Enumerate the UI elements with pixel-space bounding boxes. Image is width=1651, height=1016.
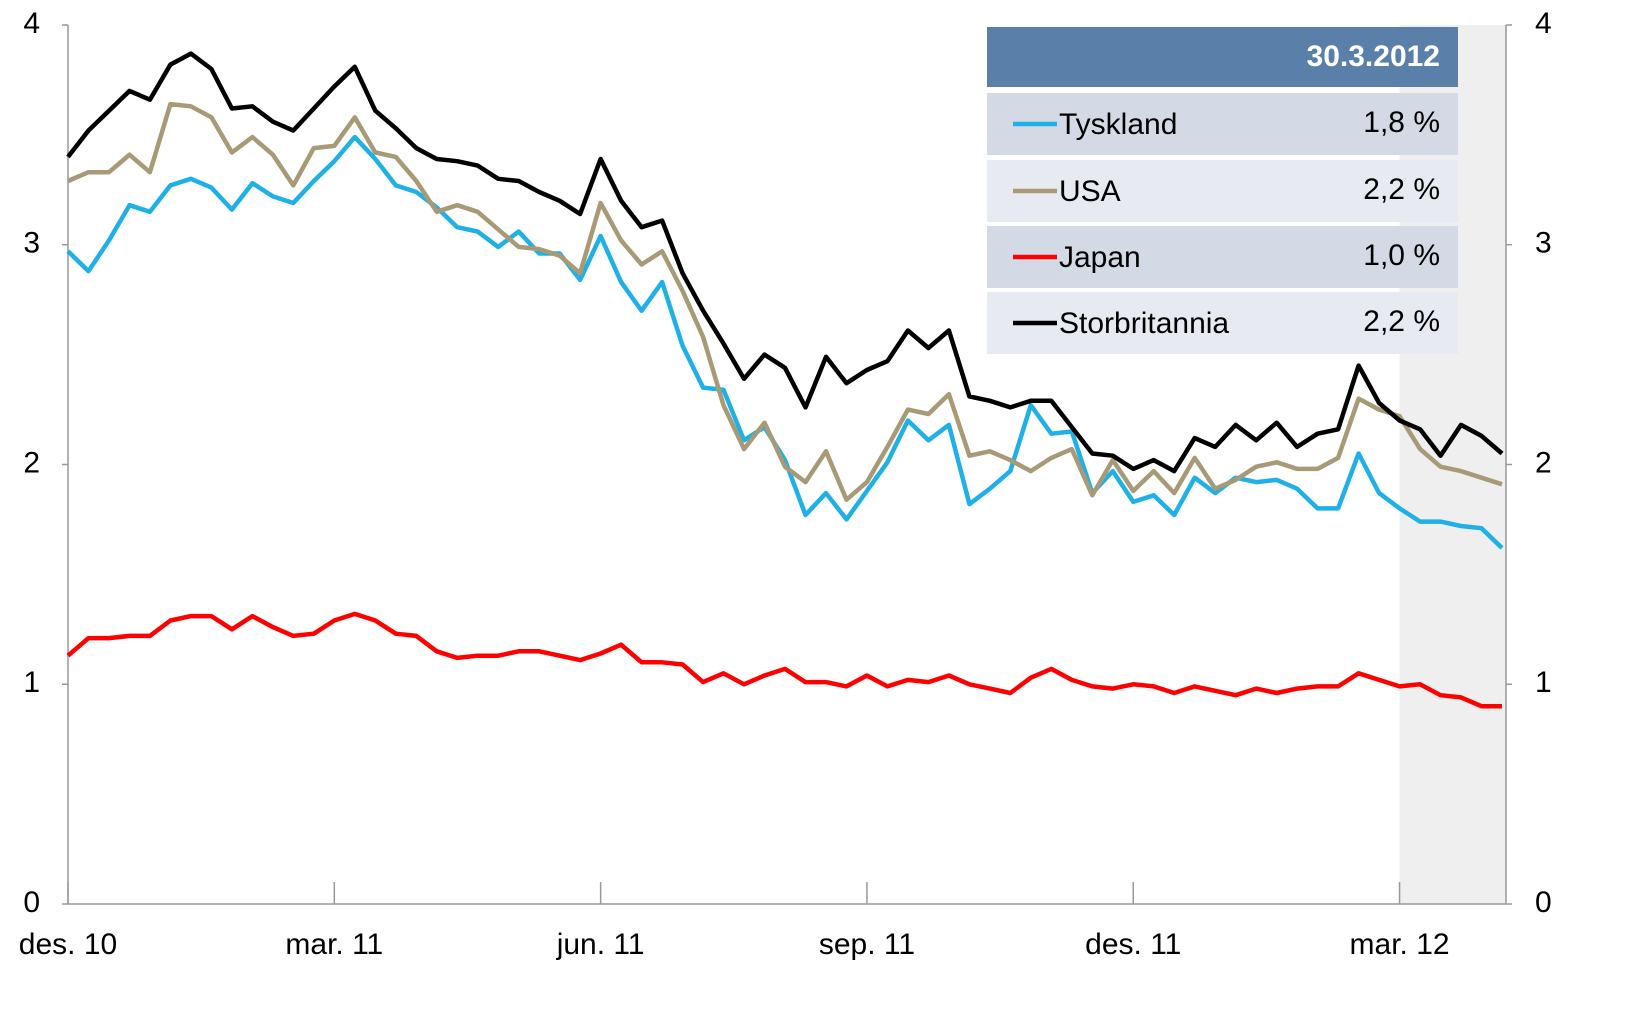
table-row-bg (987, 160, 1458, 222)
y2-tick-label: 0 (1535, 886, 1552, 919)
series-line (67, 101, 1503, 502)
y2-tick-label: 4 (1535, 7, 1552, 40)
series-line (66, 611, 1502, 709)
legend-label: USA (1059, 175, 1121, 208)
table-value: 1,0 % (1363, 239, 1440, 272)
table-header-bg (987, 27, 1458, 87)
table-value: 2,2 % (1363, 305, 1440, 338)
x-tick-label: jun. 11 (556, 928, 645, 961)
y2-tick-label: 3 (1535, 227, 1552, 260)
y-tick-label: 3 (23, 227, 40, 260)
x-tick-label: des. 10 (19, 928, 117, 961)
legend-label: Tyskland (1059, 108, 1177, 141)
x-tick-label: des. 11 (1085, 928, 1181, 961)
legend-label: Japan (1059, 241, 1141, 274)
table-header: 30.3.2012 (1307, 40, 1440, 73)
y-tick-label: 2 (23, 446, 40, 479)
y-tick-label: 4 (23, 7, 40, 40)
x-tick-label: mar. 12 (1350, 928, 1450, 961)
x-tick-label: sep. 11 (819, 928, 915, 961)
series-line (66, 51, 1504, 474)
shaded-period (1399, 25, 1506, 904)
table-value: 2,2 % (1363, 173, 1440, 206)
y-tick-label: 1 (23, 666, 40, 699)
table-row-bg (987, 226, 1458, 288)
y2-tick-label: 1 (1535, 666, 1552, 699)
table-row-bg (987, 292, 1458, 354)
y-tick-label: 0 (23, 886, 40, 919)
table-row-bg (987, 93, 1458, 155)
y2-tick-label: 2 (1535, 446, 1552, 479)
legend-label: Storbritannia (1059, 307, 1229, 340)
x-tick-label: mar. 11 (285, 928, 383, 961)
table-value: 1,8 % (1363, 106, 1440, 139)
series-line (66, 134, 1504, 550)
